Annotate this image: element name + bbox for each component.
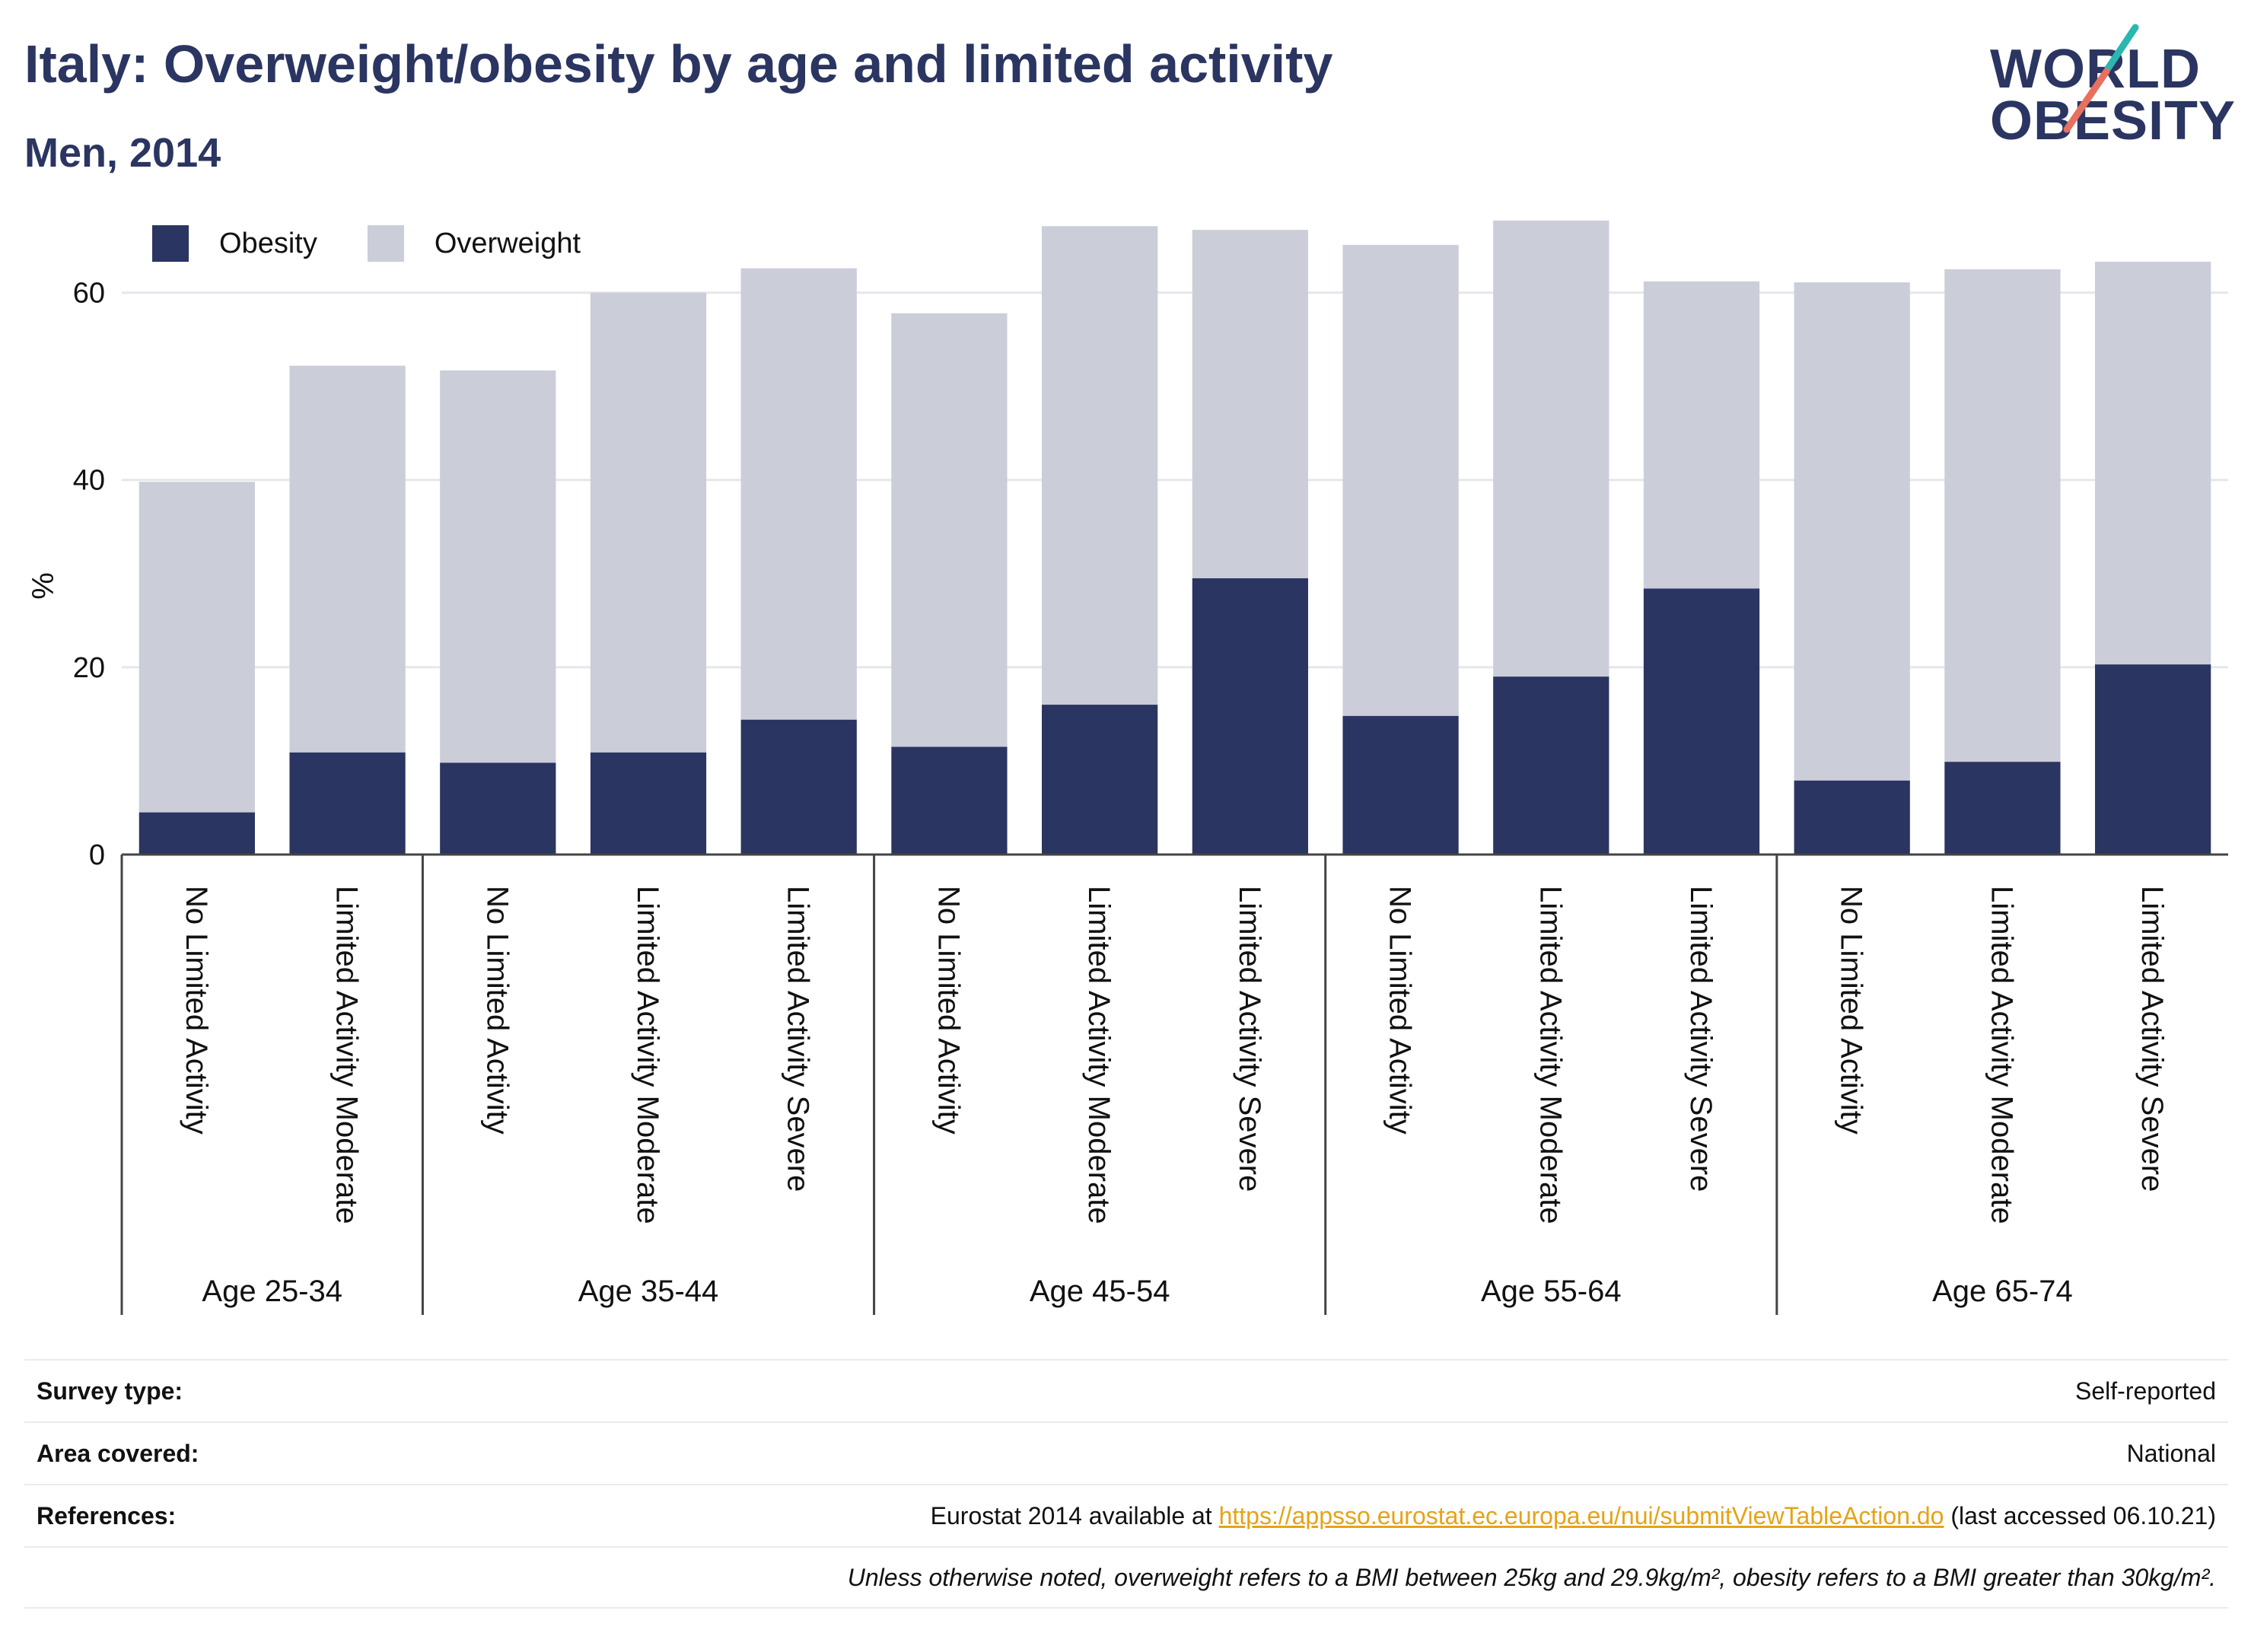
bar-obesity bbox=[1192, 578, 1308, 855]
bar-overweight bbox=[1944, 269, 2061, 762]
x-category-label: Limited Activity Moderate bbox=[1533, 886, 1567, 1224]
legend-item-obesity[interactable]: Obesity bbox=[152, 225, 317, 262]
bar-overweight bbox=[440, 370, 556, 763]
bar-overweight bbox=[1192, 230, 1308, 578]
info-row-area: Area covered: National bbox=[24, 1421, 2228, 1484]
bar-obesity bbox=[1794, 780, 1910, 855]
y-tick-label: 0 bbox=[89, 839, 105, 871]
info-row-note: Unless otherwise noted, overweight refer… bbox=[24, 1546, 2228, 1609]
x-group-label: Age 35-44 bbox=[578, 1275, 719, 1308]
x-category-label: Limited Activity Moderate bbox=[330, 886, 364, 1224]
x-category-label: Limited Activity Severe bbox=[2135, 886, 2169, 1192]
bar-obesity bbox=[590, 752, 707, 855]
area-covered-label: Area covered: bbox=[37, 1439, 199, 1467]
x-category-label: Limited Activity Moderate bbox=[631, 886, 664, 1224]
x-group-label: Age 25-34 bbox=[202, 1275, 342, 1308]
legend-item-overweight[interactable]: Overweight bbox=[367, 225, 581, 262]
bar-obesity bbox=[2095, 664, 2211, 855]
y-tick-label: 60 bbox=[73, 278, 105, 310]
bar-obesity bbox=[1042, 705, 1158, 855]
x-category-label: No Limited Activity bbox=[180, 886, 213, 1135]
x-category-label: No Limited Activity bbox=[480, 886, 514, 1135]
info-row-references: References: Eurostat 2014 available at h… bbox=[24, 1484, 2228, 1546]
x-category-label: No Limited Activity bbox=[1835, 886, 1868, 1135]
info-row-survey-type: Survey type: Self-reported bbox=[24, 1359, 2228, 1421]
x-category-label: No Limited Activity bbox=[1383, 886, 1417, 1135]
bar-obesity bbox=[289, 752, 406, 855]
references-prefix: Eurostat 2014 available at bbox=[930, 1501, 1219, 1529]
bmi-note: Unless otherwise noted, overweight refer… bbox=[847, 1563, 2216, 1591]
x-category-label: Limited Activity Severe bbox=[1233, 886, 1266, 1192]
info-table: Survey type: Self-reported Area covered:… bbox=[24, 1359, 2228, 1609]
bar-obesity bbox=[1944, 762, 2061, 855]
chart-legend: Obesity Overweight bbox=[152, 225, 631, 262]
x-category-label: Limited Activity Severe bbox=[782, 886, 815, 1192]
bar-obesity bbox=[138, 812, 255, 855]
legend-label-overweight: Overweight bbox=[434, 227, 581, 259]
bar-overweight bbox=[1493, 220, 1609, 677]
y-tick-label: 40 bbox=[73, 465, 105, 497]
x-category-label: No Limited Activity bbox=[931, 886, 965, 1135]
logo-slash-icon bbox=[2063, 24, 2139, 133]
bar-obesity bbox=[1342, 715, 1459, 855]
bar-obesity bbox=[1493, 676, 1609, 855]
references-link[interactable]: https://appsso.eurostat.ec.europa.eu/nui… bbox=[1218, 1501, 1944, 1529]
y-tick-label: 20 bbox=[73, 652, 105, 684]
page-subtitle: Men, 2014 bbox=[24, 130, 221, 176]
bar-overweight bbox=[138, 482, 255, 813]
survey-type-label: Survey type: bbox=[37, 1377, 183, 1405]
logo-line-2: OBESITY bbox=[1990, 91, 2237, 151]
bar-chart: 0 20 40 60% No Limited Activity Limited Activ… bbox=[27, 220, 2228, 1315]
x-group-label: Age 65-74 bbox=[1932, 1275, 2073, 1308]
bar-overweight bbox=[2095, 261, 2211, 665]
x-group-label: Age 55-64 bbox=[1481, 1275, 1622, 1308]
bar-overweight bbox=[590, 292, 707, 753]
references-value: Eurostat 2014 available at https://appss… bbox=[931, 1502, 2216, 1530]
bar-obesity bbox=[891, 746, 1008, 855]
world-obesity-logo: WORLD OBESITY bbox=[1979, 23, 2237, 160]
bar-overweight bbox=[1042, 226, 1158, 705]
references-suffix: (last accessed 06.10.21) bbox=[1944, 1501, 2216, 1529]
page-title: Italy: Overweight/obesity by age and lim… bbox=[24, 34, 1333, 94]
bar-overweight bbox=[289, 365, 406, 753]
legend-label-obesity: Obesity bbox=[219, 227, 317, 259]
x-group-label: Age 45-54 bbox=[1030, 1275, 1170, 1308]
bar-overweight bbox=[891, 313, 1008, 747]
bar-obesity bbox=[740, 719, 857, 855]
x-category-label: Limited Activity Moderate bbox=[1082, 886, 1116, 1224]
area-covered-value: National bbox=[2126, 1439, 2216, 1467]
y-axis-label: % bbox=[27, 572, 60, 600]
x-category-label: Limited Activity Moderate bbox=[1985, 886, 2018, 1224]
bar-obesity bbox=[1643, 588, 1760, 855]
survey-type-value: Self-reported bbox=[2075, 1377, 2216, 1405]
bar-overweight bbox=[1643, 281, 1760, 589]
bar-overweight bbox=[740, 268, 857, 720]
bar-overweight bbox=[1342, 244, 1459, 716]
bar-obesity bbox=[440, 762, 556, 855]
x-category-label: Limited Activity Severe bbox=[1684, 886, 1718, 1192]
legend-swatch-obesity bbox=[152, 225, 189, 262]
legend-swatch-overweight bbox=[367, 225, 404, 262]
references-label: References: bbox=[37, 1501, 177, 1529]
bar-overweight bbox=[1794, 282, 1910, 781]
